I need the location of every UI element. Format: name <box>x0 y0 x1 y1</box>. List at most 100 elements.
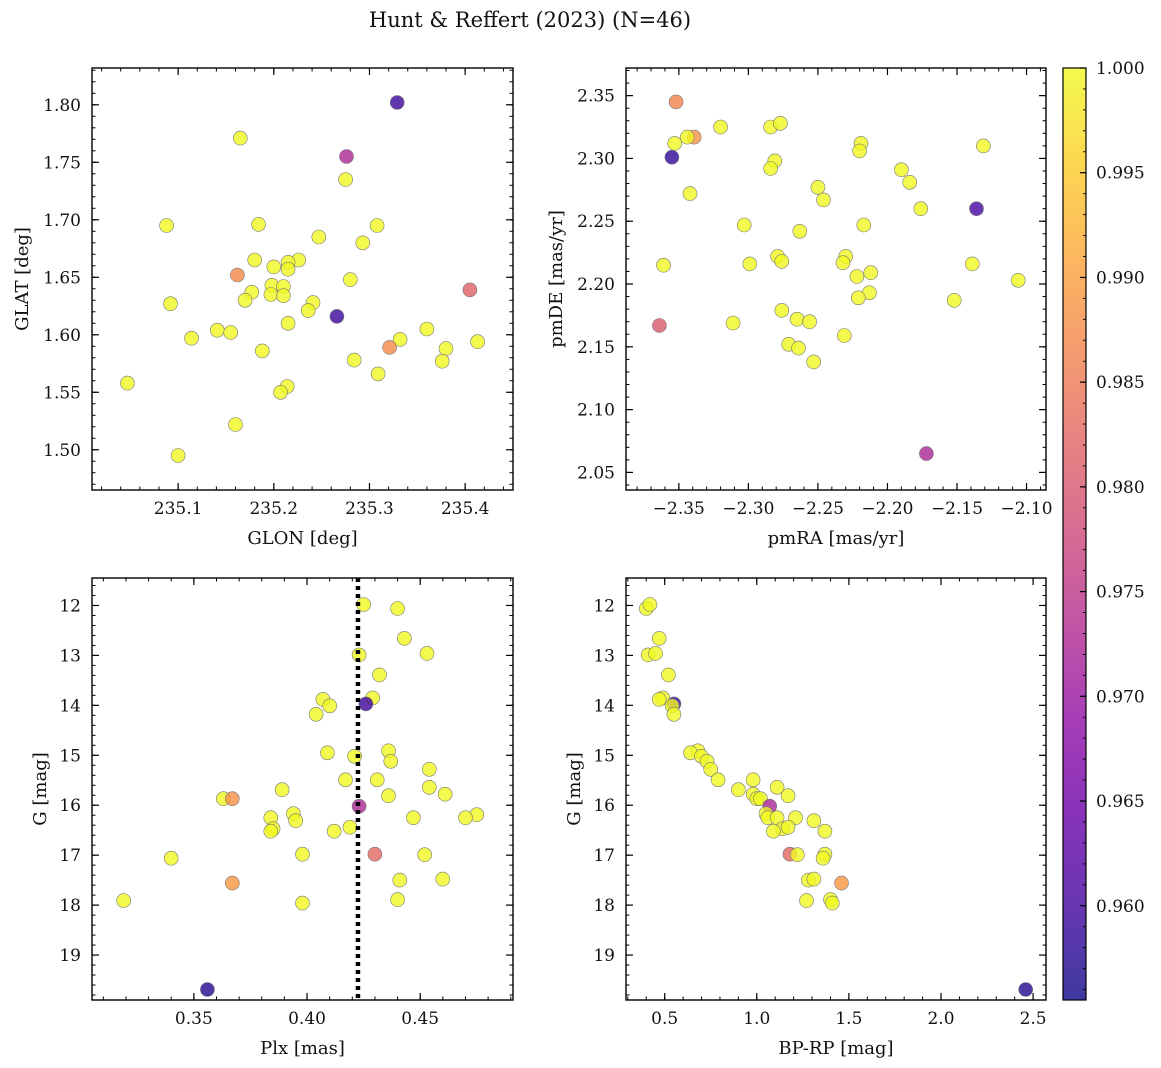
data-point <box>713 119 728 135</box>
data-point <box>806 813 822 829</box>
axes-frame <box>91 67 514 491</box>
data-point <box>648 646 663 661</box>
data-point <box>810 180 826 195</box>
data-point <box>320 745 335 761</box>
data-point <box>417 847 433 863</box>
x-tick-label: −2.15 <box>931 499 983 519</box>
y-tick-label: 14 <box>593 696 615 716</box>
data-point <box>780 819 796 835</box>
data-point <box>703 761 719 777</box>
data-point <box>742 256 758 272</box>
y-axis-label: G [mag] <box>30 752 51 825</box>
data-point <box>806 871 822 887</box>
data-point <box>263 823 279 839</box>
data-point <box>437 786 453 802</box>
data-point <box>358 696 374 712</box>
x-tick-label: 1.5 <box>835 1009 862 1029</box>
data-point <box>419 646 435 661</box>
data-point <box>273 384 288 400</box>
data-point <box>824 895 840 911</box>
x-tick-label: −2.35 <box>653 499 705 519</box>
panel-4: 0.5 1.0 1.5 2.0 2.5 12 13 14 15 16 17 18 19 BP-RP [ma… <box>564 577 1047 1059</box>
colorbar-tick-label: 0.960 <box>1096 897 1145 917</box>
data-point <box>372 667 387 683</box>
data-point <box>773 116 788 131</box>
data-point <box>163 296 178 312</box>
data-point <box>817 823 833 839</box>
data-point <box>247 252 262 268</box>
y-tick-label: 1.55 <box>43 383 81 403</box>
data-point <box>791 340 806 356</box>
data-point <box>225 791 240 807</box>
data-point <box>210 322 225 338</box>
data-point <box>964 256 980 272</box>
y-tick-label: 13 <box>59 646 81 666</box>
x-tick-label: 2.5 <box>1020 1009 1047 1029</box>
data-point <box>295 895 310 911</box>
data-point <box>390 601 405 616</box>
data-point <box>780 788 796 804</box>
data-point <box>370 366 386 382</box>
colorbar-tick-label: 0.990 <box>1096 268 1145 288</box>
data-point <box>642 597 658 612</box>
data-point <box>338 772 353 788</box>
data-point <box>679 129 695 145</box>
data-point <box>421 779 437 795</box>
data-point <box>651 692 667 707</box>
y-tick-label: 2.25 <box>577 212 615 232</box>
data-point <box>435 871 451 887</box>
data-point <box>902 175 918 190</box>
points-group <box>116 597 485 997</box>
data-point <box>223 325 238 340</box>
data-point <box>276 288 291 304</box>
y-tick-label: 2.20 <box>577 275 615 295</box>
data-point <box>263 287 279 302</box>
y-tick-label: 1.75 <box>43 153 81 173</box>
data-point <box>1010 272 1026 288</box>
data-point <box>458 810 473 826</box>
axes-frame <box>91 577 514 1001</box>
x-tick-label: −2.25 <box>792 499 844 519</box>
data-point <box>159 218 174 233</box>
data-point <box>462 282 478 298</box>
data-point <box>745 772 761 788</box>
y-tick-label: 2.05 <box>577 463 615 483</box>
data-point <box>736 217 752 233</box>
y-tick-label: 1.60 <box>43 326 81 346</box>
data-point <box>849 269 865 284</box>
data-point <box>367 846 383 862</box>
data-point <box>919 446 934 461</box>
data-point <box>228 417 243 432</box>
data-point <box>170 448 186 463</box>
data-point <box>1018 982 1033 997</box>
data-point <box>419 321 435 337</box>
data-point <box>406 810 421 826</box>
data-point <box>913 201 929 216</box>
data-point <box>300 303 316 318</box>
x-tick-label: −2.30 <box>722 499 774 519</box>
data-point <box>389 95 405 110</box>
y-tick-label: 18 <box>59 896 81 916</box>
data-point <box>280 261 296 277</box>
colorbar-tick-label: 0.975 <box>1096 583 1145 603</box>
data-point <box>326 823 342 839</box>
colorbar: 0.960 0.965 0.970 0.975 0.980 0.985 0.990 0.995… <box>1062 59 1145 1001</box>
y-tick-label: 12 <box>593 596 615 616</box>
data-point <box>342 272 358 287</box>
y-tick-label: 15 <box>593 746 615 766</box>
panel-3: 0.35 0.40 0.45 12 13 14 15 16 17 18 19 Plx [mas] G [… <box>30 577 514 1059</box>
data-point <box>667 136 683 151</box>
y-tick-label: 13 <box>593 646 615 666</box>
data-point <box>163 850 179 866</box>
x-axis-label: BP-RP [mag] <box>778 1038 893 1059</box>
data-point <box>802 314 817 330</box>
y-tick-label: 17 <box>593 846 615 866</box>
data-point <box>836 328 852 343</box>
data-point <box>661 667 676 683</box>
colorbar-tick-label: 0.985 <box>1096 373 1145 393</box>
data-point <box>266 259 282 275</box>
data-point <box>668 94 684 110</box>
data-point <box>652 318 667 333</box>
data-point <box>789 847 805 863</box>
data-point <box>383 753 399 769</box>
